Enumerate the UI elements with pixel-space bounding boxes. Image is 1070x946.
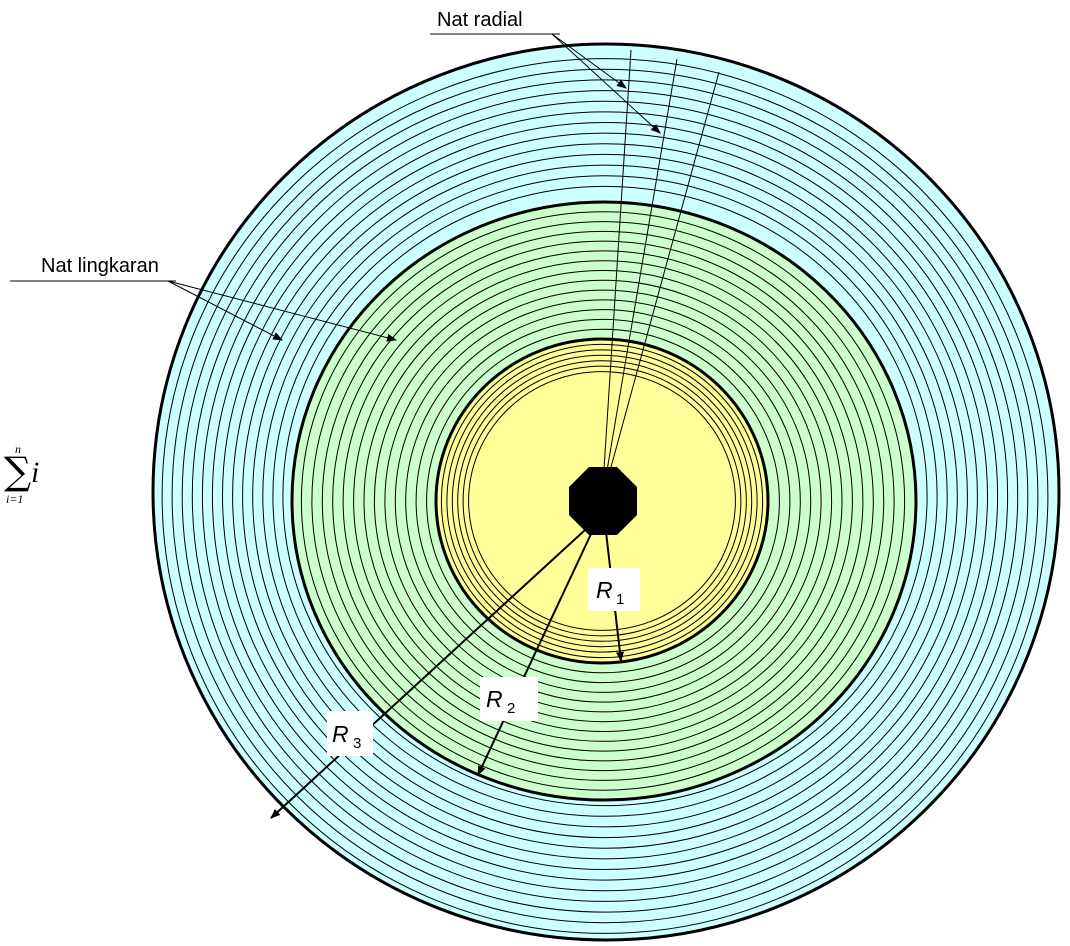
svg-text:n: n: [15, 442, 21, 456]
svg-text:R: R: [486, 686, 503, 712]
joint-ring: [415, 318, 791, 684]
svg-text:3: 3: [353, 735, 361, 752]
radius-arrow-r3: [270, 529, 586, 819]
joint-ring: [342, 250, 864, 752]
circular-joint-leaders: [167, 280, 397, 342]
svg-text:2: 2: [507, 700, 515, 717]
radial-joint-leaders: [551, 33, 661, 134]
joint-ring: [394, 299, 812, 703]
svg-text:i: i: [31, 456, 39, 489]
joint-ring: [446, 349, 758, 653]
radius-label-r1: R 1: [588, 568, 640, 611]
radial-joint-line: [601, 49, 632, 501]
joint-ring: [321, 230, 885, 772]
joint-ring: [282, 185, 928, 807]
joint-ring: [426, 328, 780, 674]
radial-joint-line: [601, 58, 678, 501]
center-hub: [569, 467, 637, 535]
joint-ring: [232, 132, 978, 860]
svg-text:i=1: i=1: [6, 492, 23, 506]
inner-zone-rings: [440, 343, 764, 659]
joint-ring: [457, 360, 747, 642]
summation-formula: n ∑ i i=1: [4, 442, 39, 506]
joint-ring: [161, 58, 1049, 934]
joint-ring: [462, 365, 742, 637]
radius-label-r2: R 2: [480, 677, 538, 721]
svg-text:R: R: [332, 721, 349, 747]
joint-ring: [468, 371, 736, 631]
joint-ring: [405, 309, 801, 693]
circular-joint-label: Nat lingkaran: [41, 255, 159, 277]
joint-ring: [311, 221, 895, 781]
radial-joint-line: [601, 71, 720, 501]
joint-ring: [373, 279, 833, 723]
radius-arrow-r2: [477, 533, 592, 776]
joint-ring: [272, 175, 938, 817]
joint-ring: [451, 354, 753, 648]
joint-ring: [353, 260, 853, 742]
joint-ring: [363, 270, 843, 732]
radius-label-r3: R 3: [327, 711, 373, 756]
svg-text:R: R: [596, 577, 613, 603]
radial-joint-label: Nat radial: [437, 9, 523, 31]
joint-ring: [262, 164, 948, 828]
joint-ring: [252, 153, 958, 839]
joint-ring: [242, 143, 968, 849]
joint-ring: [222, 122, 988, 870]
joint-ring: [201, 100, 1009, 892]
svg-text:1: 1: [616, 591, 624, 608]
middle-zone-rings: [300, 211, 906, 791]
joint-ring: [300, 211, 906, 791]
joint-ring: [384, 289, 822, 713]
joint-ring: [181, 79, 1029, 913]
svg-text:∑: ∑: [4, 449, 31, 493]
joint-ring: [211, 111, 999, 881]
outer-zone-rings: [161, 58, 1049, 934]
joint-ring: [440, 343, 764, 659]
radial-joints: [601, 49, 720, 501]
joint-ring: [191, 90, 1019, 902]
joint-ring: [332, 240, 874, 762]
joint-ring: [171, 68, 1039, 924]
